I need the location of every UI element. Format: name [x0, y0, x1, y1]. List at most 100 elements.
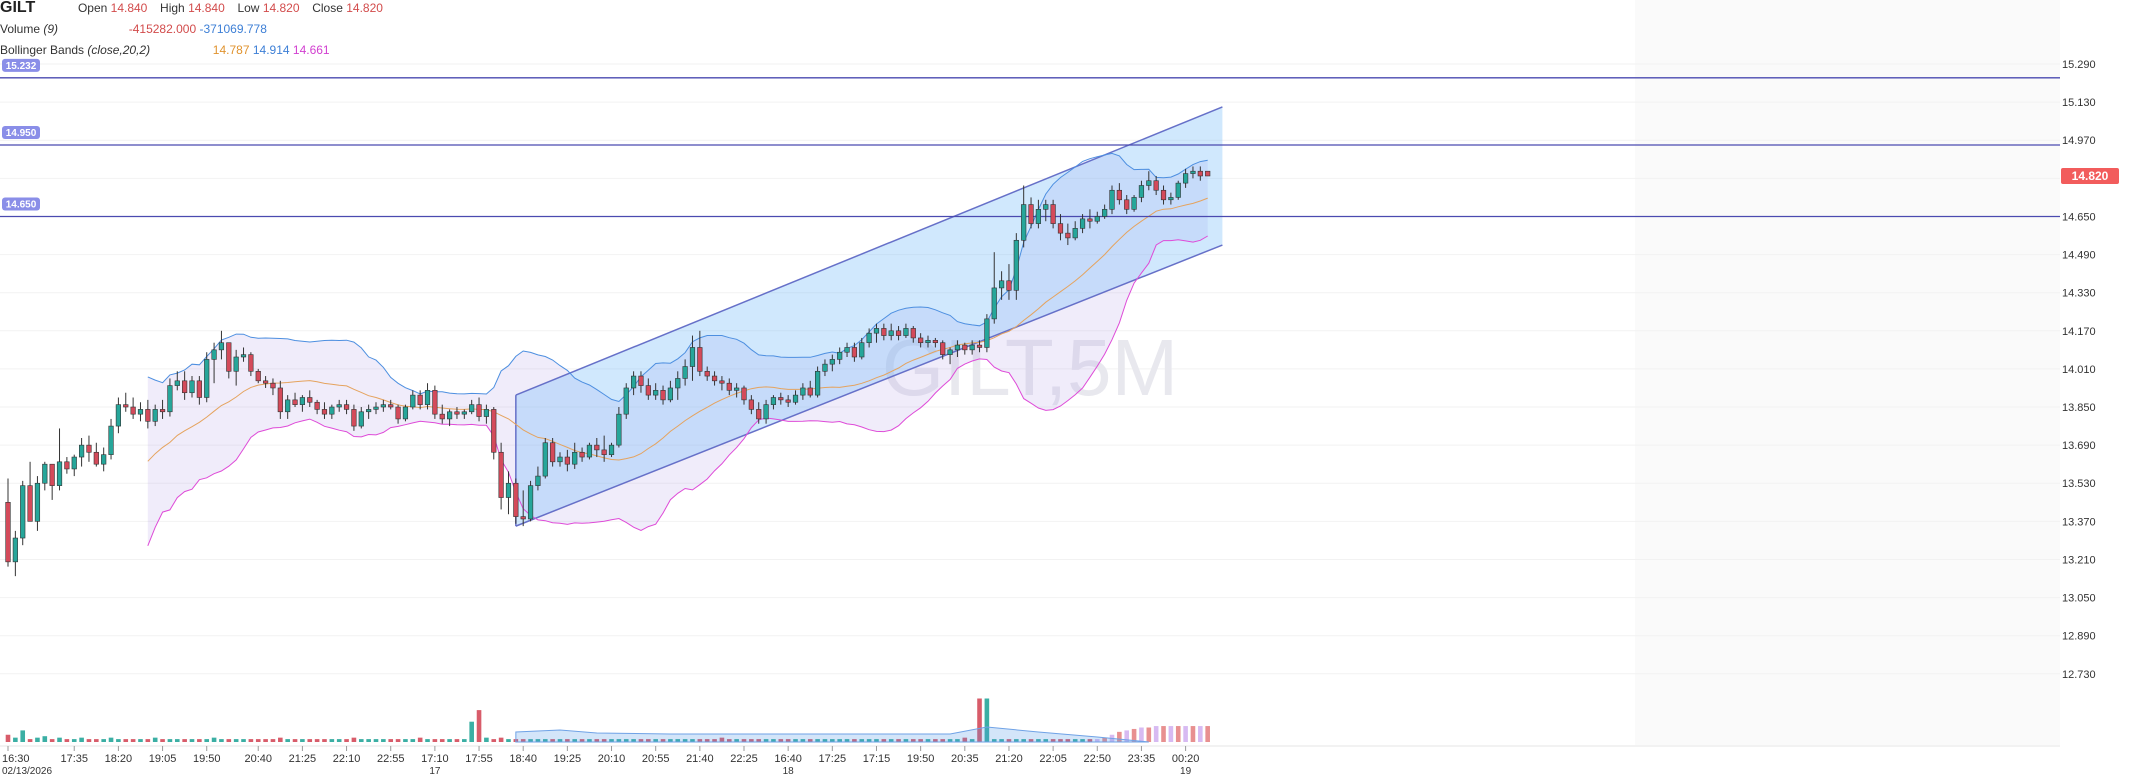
candle[interactable] — [395, 406, 401, 420]
candle[interactable] — [5, 501, 11, 563]
candle[interactable] — [167, 385, 173, 413]
candle[interactable] — [373, 406, 379, 410]
candle[interactable] — [925, 340, 931, 344]
candle[interactable] — [42, 463, 48, 484]
candle[interactable] — [1131, 197, 1137, 210]
candle[interactable] — [734, 387, 740, 391]
candle[interactable] — [240, 354, 247, 358]
candle[interactable] — [704, 370, 710, 377]
candle[interactable] — [439, 413, 445, 420]
candle[interactable] — [314, 401, 320, 410]
candle[interactable] — [336, 404, 342, 408]
candle[interactable] — [859, 342, 865, 358]
candle[interactable] — [417, 394, 423, 405]
channel-lower-line[interactable] — [515, 244, 1223, 527]
candle[interactable] — [814, 370, 821, 396]
candle[interactable] — [12, 537, 18, 563]
candle[interactable] — [1028, 204, 1034, 224]
candle[interactable] — [366, 409, 372, 413]
candle[interactable] — [262, 380, 269, 384]
candle[interactable] — [476, 404, 482, 417]
candle[interactable] — [866, 332, 872, 344]
candle[interactable] — [748, 399, 754, 410]
candle[interactable] — [130, 406, 136, 415]
candle[interactable] — [594, 444, 600, 451]
candle[interactable] — [1109, 189, 1115, 210]
candle[interactable] — [1205, 170, 1211, 177]
candle[interactable] — [491, 409, 497, 453]
candle[interactable] — [1197, 170, 1203, 177]
candle[interactable] — [881, 328, 887, 336]
candle[interactable] — [535, 475, 541, 486]
candle[interactable] — [550, 442, 556, 463]
candle[interactable] — [660, 390, 666, 401]
candle[interactable] — [505, 482, 512, 498]
candle[interactable] — [1102, 209, 1108, 217]
candle[interactable] — [292, 399, 298, 405]
candle[interactable] — [137, 409, 144, 415]
candle[interactable] — [1190, 170, 1196, 174]
candle[interactable] — [653, 390, 659, 396]
candle[interactable] — [1175, 182, 1181, 198]
candle[interactable] — [932, 340, 938, 344]
candle[interactable] — [79, 444, 85, 458]
candle[interactable] — [159, 409, 166, 413]
candle[interactable] — [469, 404, 475, 413]
candle[interactable] — [20, 485, 26, 539]
candle[interactable] — [645, 385, 651, 396]
candle[interactable] — [1072, 228, 1078, 239]
candle[interactable] — [844, 347, 850, 353]
candle[interactable] — [1043, 204, 1049, 210]
candle[interactable] — [792, 394, 799, 403]
candle[interactable] — [402, 406, 409, 420]
candle[interactable] — [527, 485, 534, 520]
candle[interactable] — [115, 404, 121, 427]
candle[interactable] — [1013, 239, 1019, 291]
candle[interactable] — [1168, 197, 1174, 201]
candle[interactable] — [895, 330, 902, 336]
candle[interactable] — [984, 318, 990, 348]
candle[interactable] — [608, 444, 615, 455]
candle[interactable] — [211, 349, 217, 360]
candle[interactable] — [27, 485, 33, 522]
candle[interactable] — [778, 397, 784, 401]
candle[interactable] — [123, 404, 129, 408]
candle[interactable] — [770, 397, 777, 405]
candle[interactable] — [56, 461, 63, 486]
candle[interactable] — [86, 444, 92, 453]
candle[interactable] — [446, 411, 453, 420]
candle[interactable] — [454, 411, 460, 415]
candle[interactable] — [49, 463, 55, 486]
candle[interactable] — [189, 380, 195, 394]
candle[interactable] — [321, 409, 328, 415]
candle[interactable] — [667, 387, 673, 401]
candle[interactable] — [248, 354, 254, 372]
candle[interactable] — [204, 359, 210, 398]
candle[interactable] — [1116, 189, 1122, 201]
candle[interactable] — [1057, 223, 1064, 234]
candle[interactable] — [616, 413, 622, 446]
candle[interactable] — [483, 409, 490, 417]
candle[interactable] — [851, 347, 857, 358]
candle[interactable] — [785, 399, 791, 403]
candle[interactable] — [285, 399, 291, 413]
candle[interactable] — [424, 390, 431, 405]
candle[interactable] — [756, 409, 762, 420]
candle[interactable] — [358, 411, 364, 427]
candle[interactable] — [343, 404, 350, 410]
candle[interactable] — [101, 454, 107, 465]
candle[interactable] — [954, 344, 961, 351]
candle[interactable] — [586, 444, 593, 458]
candle[interactable] — [697, 347, 703, 372]
candle[interactable] — [542, 442, 548, 477]
candle[interactable] — [145, 409, 151, 422]
candle[interactable] — [947, 349, 953, 355]
candle[interactable] — [711, 375, 718, 382]
candle[interactable] — [888, 330, 894, 336]
candle[interactable] — [513, 482, 519, 517]
candle[interactable] — [255, 370, 261, 382]
candle[interactable] — [1183, 173, 1189, 184]
candle[interactable] — [564, 456, 570, 465]
candle[interactable] — [1153, 180, 1159, 191]
candle[interactable] — [918, 337, 924, 344]
